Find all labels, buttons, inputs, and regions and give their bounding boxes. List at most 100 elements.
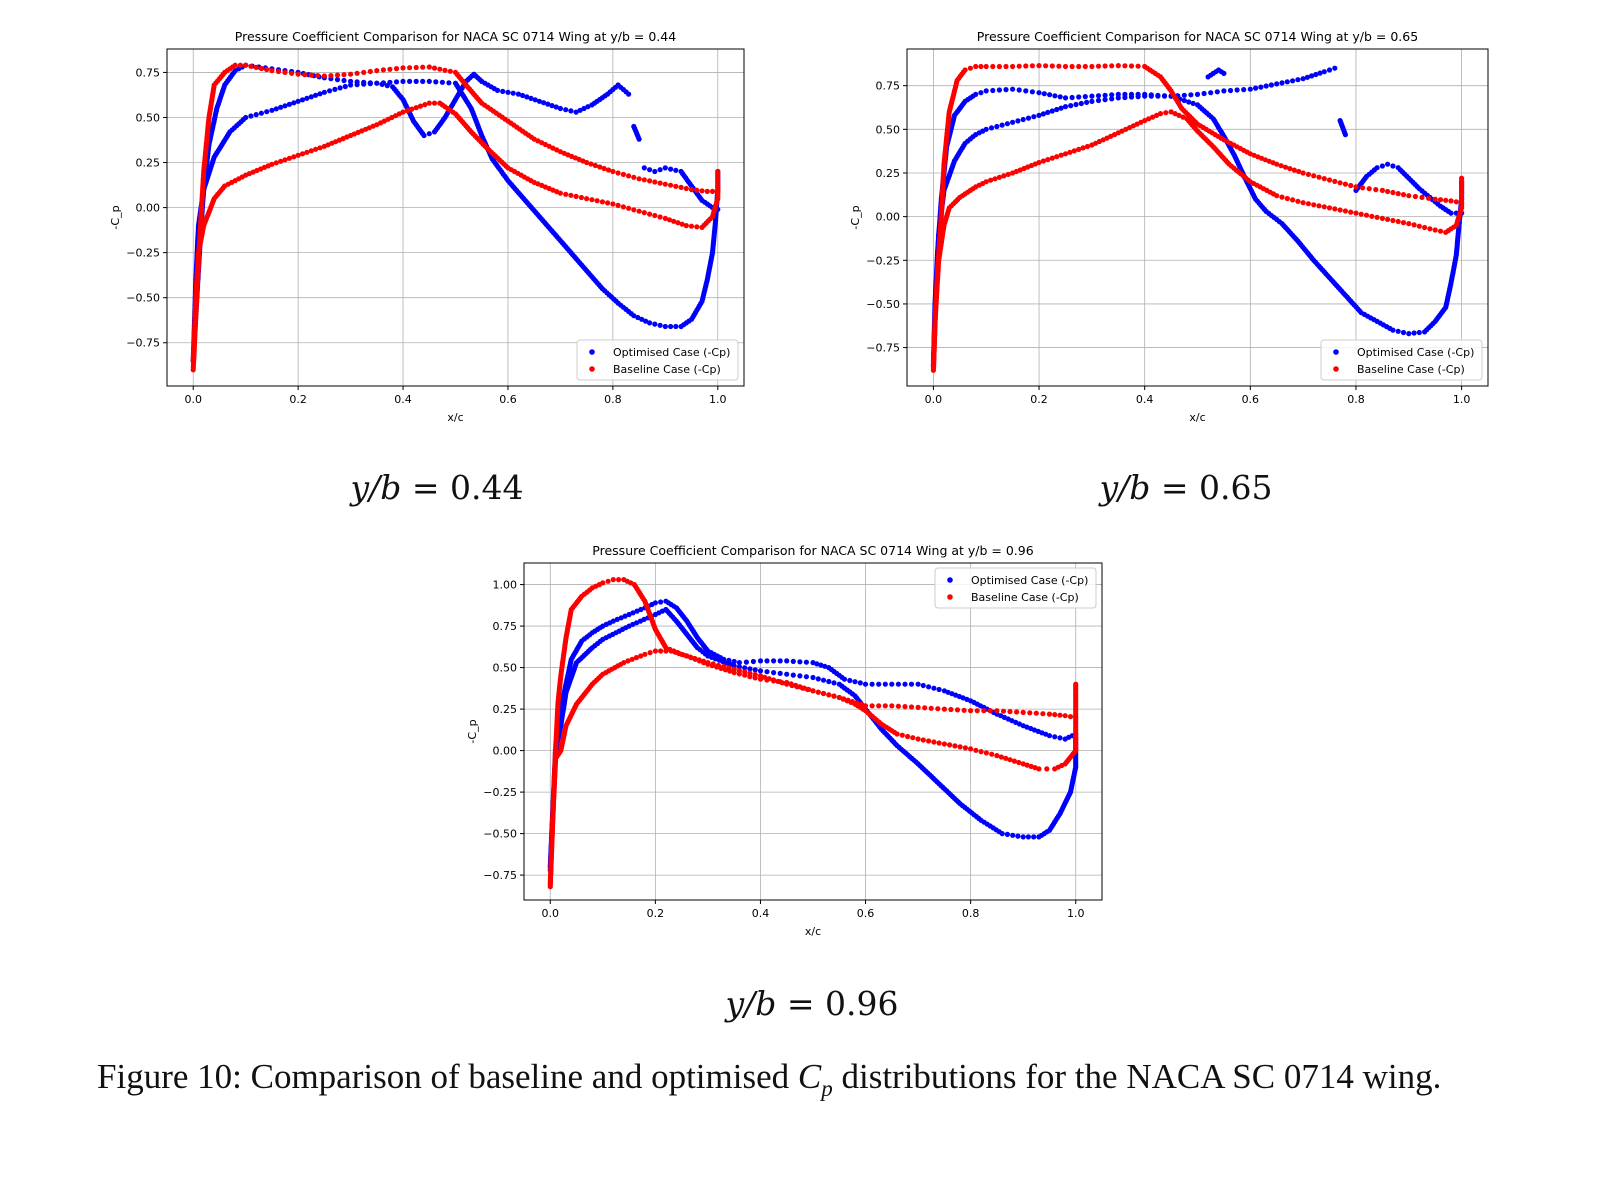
data-point bbox=[1337, 180, 1343, 186]
data-point bbox=[688, 187, 695, 193]
data-point bbox=[882, 681, 888, 687]
data-point bbox=[295, 152, 301, 158]
data-point bbox=[286, 101, 292, 107]
x-axis-label: x/c bbox=[447, 411, 463, 424]
data-point bbox=[1052, 734, 1058, 740]
data-point bbox=[869, 703, 875, 709]
data-point bbox=[657, 180, 663, 186]
data-point bbox=[243, 62, 249, 68]
data-point bbox=[1305, 171, 1311, 177]
data-point bbox=[694, 224, 700, 230]
data-point bbox=[905, 733, 911, 740]
data-point bbox=[622, 613, 628, 619]
data-point bbox=[894, 731, 900, 737]
y-tick-label: 0.00 bbox=[493, 745, 518, 758]
data-point bbox=[1176, 112, 1182, 118]
data-point bbox=[420, 64, 426, 70]
data-point bbox=[638, 606, 644, 613]
data-point bbox=[973, 63, 979, 70]
data-point bbox=[788, 681, 794, 687]
data-point bbox=[777, 658, 783, 664]
data-point bbox=[941, 706, 947, 712]
data-point bbox=[1313, 71, 1319, 78]
chart-title: Pressure Coefficient Comparison for NACA… bbox=[235, 29, 676, 44]
x-tick-label: 0.4 bbox=[394, 393, 412, 406]
x-axis-label: x/c bbox=[805, 925, 821, 938]
data-point bbox=[633, 655, 639, 661]
data-point bbox=[1020, 709, 1026, 715]
data-point bbox=[308, 72, 314, 78]
data-point bbox=[1390, 217, 1396, 224]
data-point bbox=[1358, 211, 1364, 217]
data-point bbox=[625, 658, 631, 664]
data-point bbox=[988, 177, 994, 183]
data-point bbox=[968, 708, 974, 714]
data-point bbox=[631, 313, 637, 319]
data-point bbox=[1062, 151, 1069, 157]
data-point bbox=[601, 165, 607, 172]
data-point bbox=[701, 660, 707, 666]
data-point bbox=[528, 95, 534, 101]
data-point bbox=[620, 204, 627, 210]
data-point bbox=[400, 109, 406, 115]
data-point bbox=[1258, 84, 1264, 90]
data-point bbox=[847, 677, 853, 684]
data-point bbox=[1316, 203, 1322, 209]
data-point bbox=[1044, 766, 1050, 772]
data-point bbox=[652, 179, 658, 185]
data-point bbox=[1046, 711, 1053, 717]
data-point bbox=[699, 188, 705, 194]
legend-label-optimised: Optimised Case (-Cp) bbox=[1357, 346, 1474, 359]
data-point bbox=[643, 318, 649, 324]
data-point bbox=[605, 167, 612, 173]
data-point bbox=[1311, 173, 1317, 179]
data-point bbox=[433, 79, 439, 85]
data-point bbox=[826, 678, 832, 685]
data-point bbox=[621, 660, 627, 666]
data-point bbox=[920, 682, 926, 689]
data-point bbox=[722, 667, 728, 673]
data-point bbox=[585, 104, 591, 110]
data-point bbox=[232, 62, 238, 68]
data-point bbox=[936, 686, 942, 693]
data-point bbox=[1084, 143, 1091, 150]
data-point bbox=[1150, 114, 1156, 120]
data-point bbox=[1332, 178, 1338, 184]
data-point bbox=[941, 741, 947, 747]
data-point bbox=[1089, 63, 1095, 70]
data-point bbox=[299, 151, 306, 157]
data-point bbox=[1422, 224, 1428, 231]
data-point bbox=[743, 659, 749, 665]
data-point bbox=[1071, 148, 1077, 154]
data-point bbox=[442, 67, 448, 73]
data-point bbox=[1448, 198, 1454, 204]
data-point bbox=[426, 131, 432, 137]
data-point bbox=[704, 188, 710, 194]
data-point bbox=[1253, 85, 1259, 91]
y-tick-label: −0.25 bbox=[866, 254, 900, 267]
data-point bbox=[1102, 92, 1108, 98]
data-point bbox=[1188, 92, 1194, 98]
data-point bbox=[777, 679, 783, 685]
data-point bbox=[1069, 63, 1075, 70]
data-point bbox=[291, 100, 297, 106]
data-point bbox=[784, 658, 790, 664]
data-point bbox=[978, 63, 984, 70]
data-point bbox=[895, 681, 901, 687]
data-point bbox=[1142, 93, 1148, 99]
data-point bbox=[400, 78, 406, 84]
data-point bbox=[282, 157, 288, 163]
data-point bbox=[1279, 80, 1285, 86]
data-point bbox=[269, 161, 275, 167]
data-point bbox=[742, 665, 748, 671]
data-point bbox=[990, 63, 996, 70]
data-point bbox=[1011, 758, 1018, 764]
data-point bbox=[1056, 63, 1062, 69]
data-point bbox=[1379, 187, 1385, 193]
y-tick-label: 0.75 bbox=[876, 80, 901, 93]
legend-marker-baseline bbox=[589, 366, 595, 372]
data-point bbox=[908, 681, 915, 687]
data-point bbox=[764, 658, 770, 664]
legend-label-baseline: Baseline Case (-Cp) bbox=[971, 591, 1079, 604]
data-point bbox=[1360, 185, 1366, 191]
